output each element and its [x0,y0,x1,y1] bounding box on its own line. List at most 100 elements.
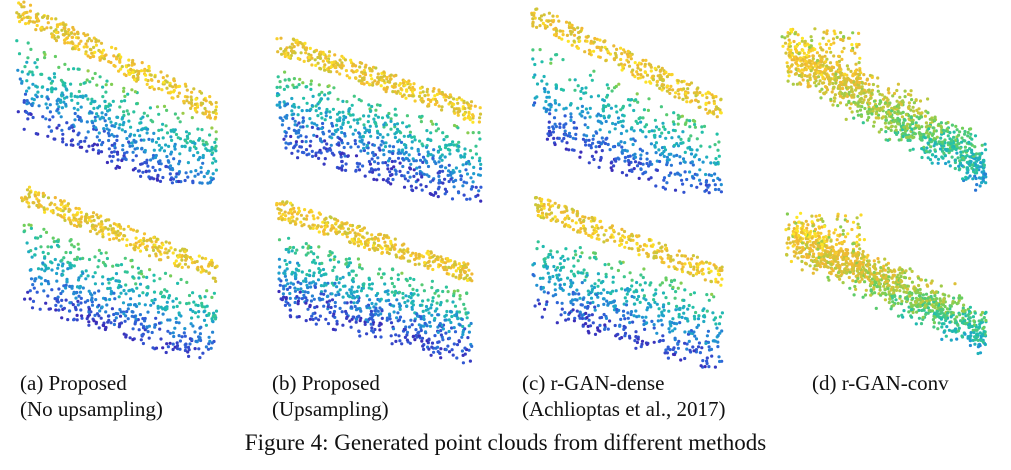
point-cloud-point [125,243,129,248]
point-cloud-d-top [770,25,995,215]
point-cloud-point [310,154,315,158]
point-cloud-point [309,107,313,111]
point-cloud-point [276,50,280,54]
point-cloud-point [440,158,444,162]
point-cloud-point [621,125,625,129]
point-cloud-point [683,160,687,164]
point-cloud-point [349,113,353,117]
point-cloud-point [376,131,380,135]
point-cloud-point [340,141,344,145]
point-cloud-point [580,26,584,30]
point-cloud-point [549,61,553,65]
point-cloud-point [159,258,163,262]
point-cloud-point [578,112,582,116]
point-cloud-point [180,258,184,262]
point-cloud-point [583,123,587,127]
point-cloud-point [572,120,576,125]
point-cloud-point [297,128,301,132]
point-cloud-point [970,137,974,141]
point-cloud-svg [780,27,988,192]
point-cloud-point [913,126,917,130]
point-cloud-point [212,311,216,315]
point-cloud-point [100,222,104,226]
point-cloud-svg [20,185,219,360]
point-cloud-point [90,99,94,103]
point-cloud-point [134,319,138,323]
point-cloud-point [825,85,829,90]
point-cloud-point [25,110,29,114]
point-cloud-point [620,68,624,72]
point-cloud-point [284,146,288,150]
point-cloud-point [444,285,448,289]
point-cloud-point [641,162,645,166]
point-cloud-point [421,100,425,104]
point-cloud-point [158,159,162,163]
point-cloud-point [70,284,74,288]
point-cloud-point [73,111,77,116]
point-cloud-point [950,138,954,142]
point-cloud-point [920,125,924,129]
point-cloud-point [847,77,851,81]
point-cloud-point [668,91,672,95]
point-cloud-point [971,152,975,156]
point-cloud-point [124,314,128,318]
point-cloud-point [676,79,680,83]
point-cloud-point [418,158,423,162]
point-cloud-point [333,300,337,305]
point-cloud-point [182,331,186,335]
point-cloud-point [799,64,803,68]
point-cloud-point [437,181,441,185]
point-cloud-point [570,43,574,47]
point-cloud-point [818,89,822,93]
point-cloud-point [649,69,653,73]
point-cloud-point [714,157,718,161]
point-cloud-point [816,58,820,63]
point-cloud-point [606,49,610,54]
point-cloud-point [388,173,393,177]
point-cloud-point [933,118,937,122]
point-cloud-point [867,82,871,86]
point-cloud-point [973,145,977,149]
point-cloud-point [414,333,418,338]
point-cloud-point [657,148,661,152]
point-cloud-point [404,325,408,329]
point-cloud-point [817,82,821,86]
point-cloud-point [832,29,836,33]
point-cloud-point [405,89,409,93]
point-cloud-point [562,136,566,141]
point-cloud-point [301,45,305,49]
point-cloud-point [62,100,66,104]
point-cloud-point [423,264,427,268]
point-cloud-point [321,121,325,126]
point-cloud-point [612,58,617,62]
point-cloud-point [829,97,833,101]
point-cloud-point [960,140,964,144]
point-cloud-point [211,172,215,176]
point-cloud-point [296,299,300,303]
point-cloud-point [158,327,162,331]
point-cloud-point [821,63,825,67]
point-cloud-point [415,166,419,170]
point-cloud-point [149,118,153,122]
point-cloud-point [719,183,723,187]
point-cloud-point [800,39,804,43]
point-cloud-point [93,291,97,295]
point-cloud-point [119,263,124,267]
point-cloud-point [396,319,400,323]
point-cloud-point [609,161,613,165]
point-cloud-point [54,303,58,307]
point-cloud-point [445,190,449,194]
point-cloud-point [535,95,539,99]
point-cloud-point [285,262,289,266]
point-cloud-point [683,170,687,174]
point-cloud-point [951,145,955,149]
point-cloud-point [309,87,313,91]
point-cloud-point [118,105,122,109]
point-cloud-point [321,229,326,234]
point-cloud-point [463,147,467,151]
point-cloud-point [148,268,152,272]
point-cloud-point [963,129,967,134]
point-cloud-point [845,103,849,107]
point-cloud-point [121,143,125,148]
point-cloud-point [924,125,928,129]
